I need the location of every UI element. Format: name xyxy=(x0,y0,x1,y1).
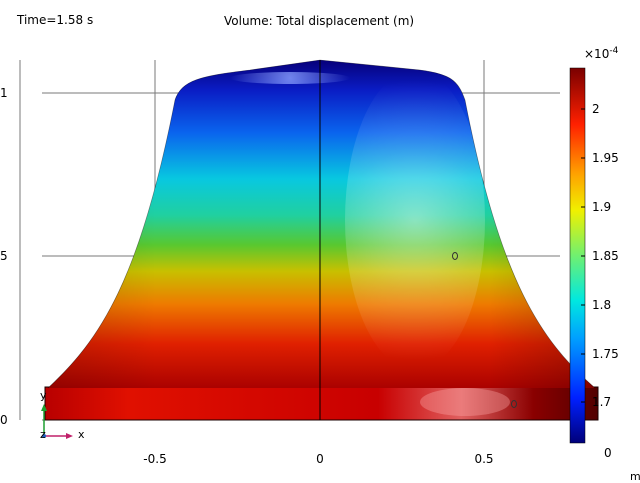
triad-x-label: x xyxy=(78,428,85,441)
x-tick-label: -0.5 xyxy=(143,452,167,466)
colorbar-label: 1.95 xyxy=(592,151,619,165)
colorbar-label: 1.9 xyxy=(592,200,612,214)
triad-x-arrow xyxy=(66,433,73,439)
point-marker xyxy=(511,400,517,408)
colorbar[interactable] xyxy=(569,67,586,444)
time-label: Time=1.58 s xyxy=(17,13,94,27)
plot-title: Volume: Total displacement (m) xyxy=(224,14,415,28)
triad-y-label: y xyxy=(40,389,47,402)
y-tick-label: 0 xyxy=(0,413,8,427)
colorbar-exponent: ×10-4 xyxy=(584,46,619,61)
colorbar-label: 2 xyxy=(592,102,600,116)
colorbar-label: 1.75 xyxy=(592,347,619,361)
triad-z-label: z xyxy=(40,428,46,441)
axis-unit-label: m xyxy=(630,470,640,483)
colorbar-bottom-label: 0 xyxy=(604,446,612,460)
triad-y-arrow xyxy=(41,404,47,411)
axis-triad xyxy=(41,404,73,439)
base-block xyxy=(44,386,599,421)
triad-z-point xyxy=(42,434,46,438)
x-tick-label: 0 xyxy=(316,452,324,466)
colorbar-label: 1.8 xyxy=(592,298,612,312)
colorbar-ticks xyxy=(581,108,585,403)
y-tick-label: 5 xyxy=(0,249,8,263)
x-tick-label: 0.5 xyxy=(474,452,494,466)
colorbar-label: 1.7 xyxy=(592,395,612,409)
point-marker xyxy=(452,252,458,260)
colorbar-label: 1.85 xyxy=(592,249,619,263)
y-tick-label: 1 xyxy=(0,86,8,100)
